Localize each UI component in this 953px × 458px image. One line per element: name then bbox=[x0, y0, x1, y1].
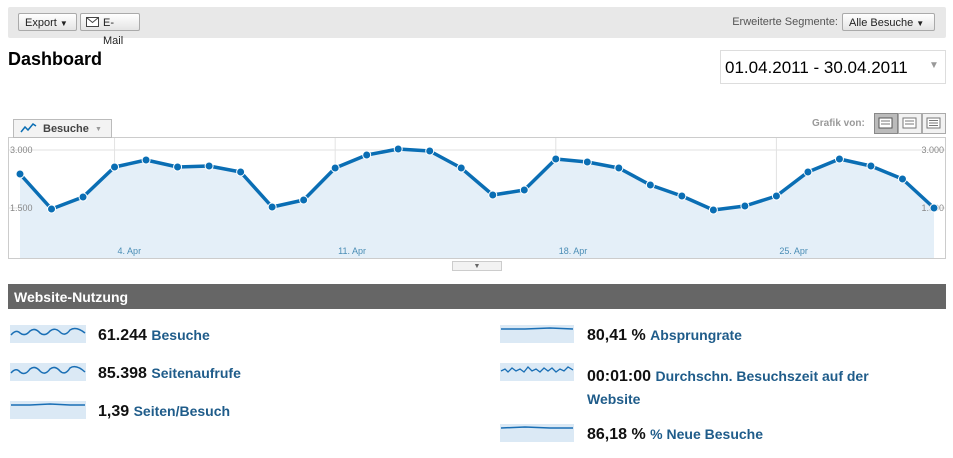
data-point bbox=[897, 174, 907, 184]
segment-label: Alle Besuche bbox=[849, 17, 914, 29]
email-button[interactable]: E-Mail bbox=[80, 13, 140, 47]
segments-label: Erweiterte Segmente: bbox=[732, 16, 838, 28]
data-point bbox=[110, 162, 120, 172]
metric-value: 61.244 bbox=[98, 327, 147, 344]
section-title: Website-Nutzung bbox=[14, 289, 129, 305]
data-point bbox=[267, 202, 277, 212]
metric-value: 86,18 % bbox=[587, 426, 646, 443]
data-point bbox=[519, 185, 529, 195]
data-point bbox=[173, 162, 183, 172]
metric-link[interactable]: Durchschn. Besuchszeit auf der Website bbox=[587, 368, 869, 407]
sparkline bbox=[10, 363, 86, 381]
data-point bbox=[551, 154, 561, 164]
data-point bbox=[236, 167, 246, 177]
data-point bbox=[929, 203, 939, 213]
area bbox=[20, 148, 934, 258]
section-header: Website-Nutzung bbox=[8, 284, 946, 309]
metric: 00:01:00 Durchschn. Besuchszeit auf der … bbox=[587, 365, 907, 411]
page-title: Dashboard bbox=[8, 49, 103, 69]
metric: 85.398 Seitenaufrufe bbox=[98, 365, 241, 383]
metric-value: 80,41 % bbox=[587, 327, 646, 344]
sparkline bbox=[10, 325, 86, 343]
data-point bbox=[708, 205, 718, 215]
x-tick-label: 25. Apr bbox=[779, 246, 808, 256]
metric: 1,39 Seiten/Besuch bbox=[98, 403, 230, 421]
sparkline bbox=[500, 424, 574, 442]
data-point bbox=[393, 144, 403, 154]
data-point bbox=[78, 192, 88, 202]
export-button[interactable]: Export ▼ bbox=[18, 13, 77, 31]
data-point bbox=[866, 161, 876, 171]
y-tick-label: 3.000 bbox=[10, 145, 33, 155]
data-point bbox=[488, 190, 498, 200]
data-point bbox=[425, 146, 435, 156]
data-point bbox=[582, 157, 592, 167]
metric-tab-label: Besuche bbox=[43, 123, 89, 135]
data-point bbox=[803, 167, 813, 177]
metric-value: 85.398 bbox=[98, 365, 147, 382]
sparkline bbox=[500, 325, 574, 343]
data-point bbox=[299, 195, 309, 205]
data-point bbox=[330, 163, 340, 173]
data-point bbox=[834, 154, 844, 164]
data-point bbox=[15, 169, 25, 179]
x-tick-label: 11. Apr bbox=[338, 246, 366, 256]
data-point bbox=[456, 163, 466, 173]
data-point bbox=[614, 163, 624, 173]
segment-select[interactable]: Alle Besuche ▼ bbox=[842, 13, 935, 31]
metric-value: 1,39 bbox=[98, 403, 130, 420]
metric-link[interactable]: Absprungrate bbox=[650, 327, 742, 343]
y-tick-label: 3.000 bbox=[921, 145, 944, 155]
metric-link[interactable]: Besuche bbox=[151, 327, 210, 343]
date-picker[interactable]: 01.04.2011 - 30.04.2011 ▼ bbox=[720, 50, 946, 84]
x-tick-label: 4. Apr bbox=[118, 246, 142, 256]
metric: 86,18 % % Neue Besuche bbox=[587, 426, 763, 444]
data-point bbox=[204, 161, 214, 171]
data-point bbox=[47, 204, 57, 214]
metric-tab[interactable] bbox=[13, 119, 112, 138]
graph-by-icons bbox=[874, 113, 946, 134]
graph-by-label: Grafik von: bbox=[812, 118, 865, 129]
export-label: Export bbox=[25, 17, 57, 29]
svg-text:▼: ▼ bbox=[95, 126, 102, 133]
metric: 61.244 Besuche bbox=[98, 327, 210, 345]
date-arrow: ▼ bbox=[929, 60, 939, 71]
svg-text:▼: ▼ bbox=[474, 263, 481, 270]
metric: 80,41 % Absprungrate bbox=[587, 327, 742, 345]
data-point bbox=[141, 155, 151, 165]
metric-value: 00:01:00 bbox=[587, 368, 652, 385]
date-range: 01.04.2011 - 30.04.2011 bbox=[725, 58, 908, 77]
data-point bbox=[362, 150, 372, 160]
data-point bbox=[740, 201, 750, 211]
y-tick-label: 1.500 bbox=[10, 203, 33, 213]
data-point bbox=[771, 191, 781, 201]
data-point bbox=[645, 180, 655, 190]
metric-link[interactable]: % Neue Besuche bbox=[650, 426, 763, 442]
line bbox=[18, 147, 936, 212]
sparkline bbox=[500, 363, 574, 381]
data-point bbox=[677, 191, 687, 201]
toolbar bbox=[8, 7, 946, 38]
email-label: E-Mail bbox=[103, 17, 124, 47]
sparkline bbox=[10, 401, 86, 419]
metric-link[interactable]: Seiten/Besuch bbox=[133, 403, 231, 419]
chart-resize-handle[interactable] bbox=[452, 261, 502, 271]
metric-link[interactable]: Seitenaufrufe bbox=[151, 365, 241, 381]
x-tick-label: 18. Apr bbox=[559, 246, 588, 256]
mail-icon bbox=[86, 17, 99, 27]
